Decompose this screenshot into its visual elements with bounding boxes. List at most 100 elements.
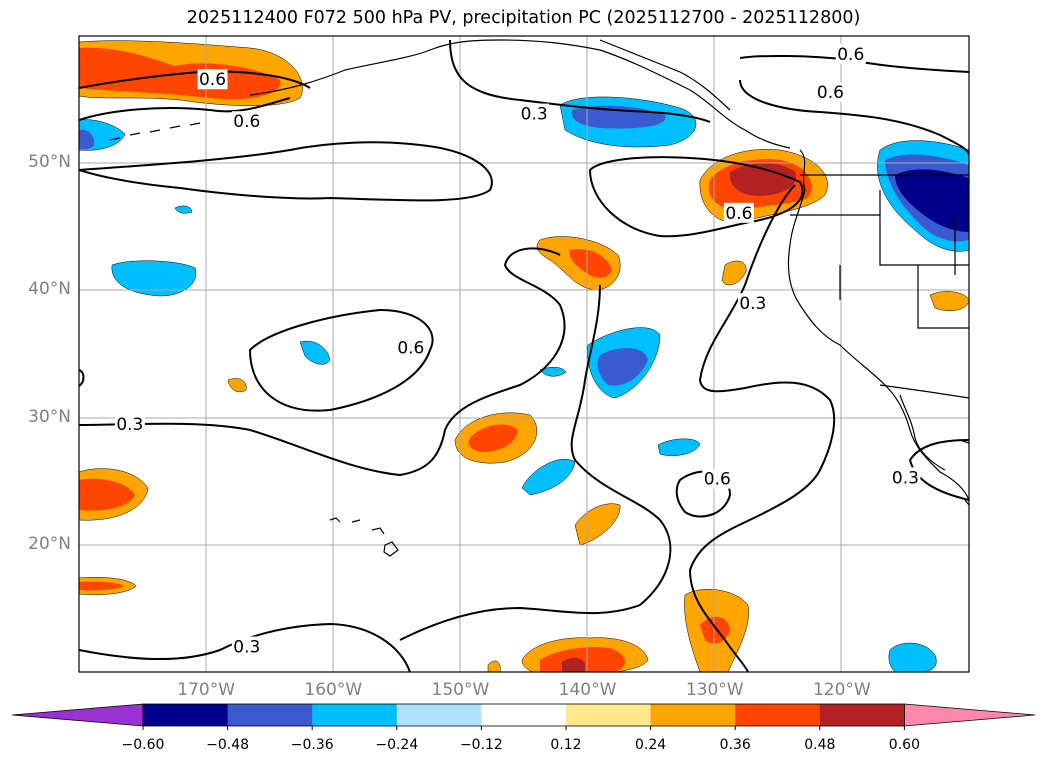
precip-blob-43n-orange-core bbox=[569, 249, 612, 278]
border-mexico bbox=[879, 384, 969, 399]
precip-blob-42n-blue bbox=[111, 260, 197, 297]
colorbar-extend-low bbox=[11, 703, 144, 727]
lat-label: 30°N bbox=[28, 406, 71, 427]
colorbar-tick-label: 0.60 bbox=[888, 737, 920, 753]
colorbar-tick-label: −0.36 bbox=[290, 737, 334, 753]
contour-03-main bbox=[688, 184, 836, 672]
contour-aleutian bbox=[79, 97, 291, 121]
lon-label: 170°W bbox=[177, 680, 236, 700]
contour-label-bg bbox=[519, 103, 550, 124]
coastlines bbox=[109, 39, 969, 557]
contour-label-bg bbox=[197, 69, 228, 90]
contour-west-edge bbox=[79, 369, 85, 387]
precip-blob-south-center-core bbox=[562, 657, 585, 672]
contour-label-bg bbox=[114, 413, 145, 434]
coastline-alaska-inner bbox=[599, 39, 731, 111]
contour-label: 0.6 bbox=[397, 339, 424, 359]
lat-label: 20°N bbox=[28, 533, 71, 554]
contour-label: 0.6 bbox=[704, 470, 731, 490]
coastline-baja bbox=[899, 394, 946, 471]
contour-label-bg bbox=[231, 111, 262, 132]
precip-blob-pnw-core bbox=[729, 163, 796, 196]
colorbar-segment bbox=[312, 704, 398, 726]
contour-label: 0.3 bbox=[739, 294, 766, 314]
contour-central-loop bbox=[248, 308, 434, 412]
colorbar-segment bbox=[227, 704, 313, 726]
colorbar-tick-label: 0.24 bbox=[635, 737, 667, 753]
map-frame bbox=[78, 35, 970, 673]
lat-label: 40°N bbox=[28, 279, 71, 300]
precip-blob-26n-blue bbox=[521, 458, 576, 496]
precip-blob-17n-west-core bbox=[79, 581, 124, 591]
colorbar-tick-label: −0.48 bbox=[206, 737, 250, 753]
coastline-alaska bbox=[249, 39, 791, 149]
precip-blob-small-blue-2 bbox=[539, 367, 567, 377]
contour-label: 0.3 bbox=[892, 468, 919, 488]
contour-label-bg bbox=[890, 467, 921, 488]
lat-label: 50°N bbox=[28, 152, 71, 173]
precip-blob-small-blue-3 bbox=[657, 438, 701, 456]
colorbar-segment bbox=[735, 704, 821, 726]
pv-contours bbox=[79, 39, 969, 672]
contour-label: 0.3 bbox=[233, 638, 260, 658]
contour-03-central bbox=[399, 284, 672, 641]
precipitation-fills bbox=[79, 40, 969, 672]
colorbar-segment bbox=[566, 704, 652, 726]
contour-west-mid bbox=[79, 141, 493, 202]
colorbar-extend-high bbox=[904, 703, 1036, 727]
lon-label: 150°W bbox=[431, 680, 490, 700]
colorbar-tick-label: −0.60 bbox=[121, 737, 165, 753]
colorbar-segment bbox=[481, 704, 567, 726]
contour-ne-loop bbox=[739, 79, 969, 156]
colorbar-segment bbox=[396, 704, 482, 726]
contour-central-big bbox=[79, 247, 566, 477]
lon-label: 140°W bbox=[558, 680, 617, 700]
precip-blob-se-blue bbox=[888, 642, 937, 672]
graticule bbox=[79, 36, 969, 672]
colorbar-tick-label: 0.12 bbox=[550, 737, 582, 753]
contour-label: 0.3 bbox=[521, 105, 548, 125]
contour-south-loop bbox=[79, 622, 411, 672]
contour-east-south bbox=[908, 439, 969, 501]
colorbar-tick-label: −0.12 bbox=[459, 737, 503, 753]
contour-label: 0.3 bbox=[116, 415, 143, 435]
contour-label-bg bbox=[395, 337, 426, 358]
border-states bbox=[790, 190, 969, 329]
precip-blob-small-orange-1 bbox=[721, 260, 747, 286]
colorbar-tick-label: −0.24 bbox=[375, 737, 419, 753]
precip-blob-21n-orange bbox=[574, 503, 621, 546]
contour-pnw-loop bbox=[588, 156, 804, 238]
precip-blob-29n-orange-core bbox=[468, 424, 518, 452]
colorbar-tick-label: 0.36 bbox=[719, 737, 751, 753]
contour-label-bg bbox=[835, 43, 866, 64]
contour-label-bg bbox=[231, 636, 262, 657]
islands-aleutian bbox=[109, 122, 201, 141]
precip-blob-south-center-mid bbox=[540, 647, 626, 672]
precip-blob-small-orange-4 bbox=[487, 660, 501, 672]
lon-label: 160°W bbox=[304, 680, 363, 700]
precip-blob-ne-core bbox=[895, 169, 969, 232]
precip-blob-small-blue-1 bbox=[299, 340, 331, 365]
colorbar-segment bbox=[650, 704, 736, 726]
precip-blob-23n-west-core bbox=[79, 478, 135, 511]
contour-label-bg bbox=[737, 293, 768, 314]
contour-label-bg bbox=[815, 81, 846, 102]
lon-label: 120°W bbox=[812, 680, 871, 700]
precip-blob-small-blue-4 bbox=[174, 205, 193, 214]
colorbar-tick-label: 0.48 bbox=[804, 737, 836, 753]
contour-label-bg bbox=[702, 468, 733, 489]
colorbar-segment bbox=[819, 704, 905, 726]
contour-label: 0.6 bbox=[837, 45, 864, 65]
precip-blob-west-blue-core bbox=[79, 129, 95, 150]
contour-label: 0.6 bbox=[817, 83, 844, 103]
contour-label: 0.6 bbox=[725, 204, 752, 224]
precip-blob-small-orange-3 bbox=[227, 378, 247, 393]
colorbar-frame bbox=[142, 703, 905, 727]
islands-hawaii bbox=[329, 517, 399, 557]
precip-blob-35n-blue-core bbox=[597, 348, 648, 386]
contour-label: 0.6 bbox=[199, 70, 226, 90]
map-title: 2025112400 F072 500 hPa PV, precipitatio… bbox=[186, 8, 861, 28]
contour-gulf-alaska bbox=[449, 39, 711, 123]
